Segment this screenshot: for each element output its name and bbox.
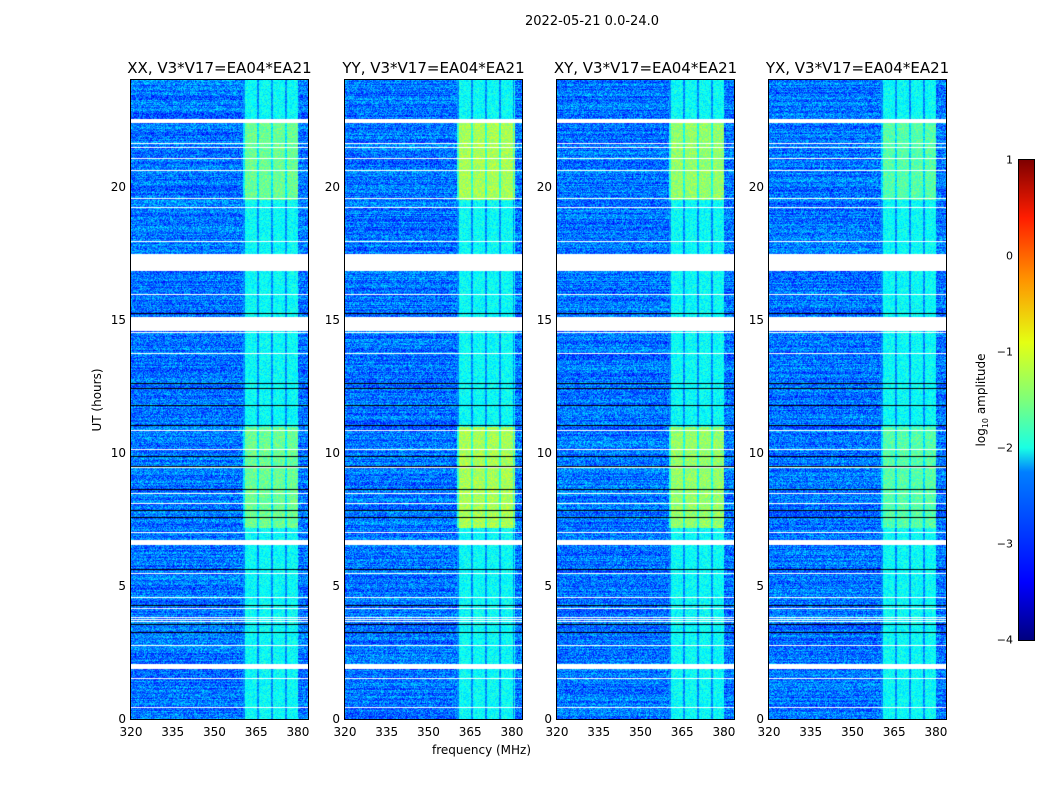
- heatmap-canvas: [345, 80, 522, 719]
- y-tick-label: 15: [536, 312, 552, 327]
- y-tick-label: 15: [110, 312, 126, 327]
- y-tick-label: 15: [324, 312, 340, 327]
- y-tick-label: 5: [756, 578, 764, 593]
- x-tick-label: 335: [161, 725, 185, 739]
- x-tick-label: 335: [799, 725, 823, 739]
- y-tick-label: 20: [748, 179, 764, 194]
- panel-title: YX, V3*V17=EA04*EA21: [765, 59, 950, 77]
- y-tick-label: 0: [756, 712, 764, 726]
- x-tick-label: 365: [458, 725, 482, 739]
- spectrogram-panel-1: [344, 79, 523, 720]
- y-axis-label: UT (hours): [90, 368, 104, 432]
- y-tick-label: 5: [544, 578, 552, 593]
- x-tick-label: 335: [375, 725, 399, 739]
- panel-title: XX, V3*V17=EA04*EA21: [127, 59, 312, 77]
- colorbar: [1018, 159, 1035, 641]
- colorbar-tick-label: −1: [996, 345, 1013, 359]
- heatmap-canvas: [769, 80, 946, 719]
- x-tick-label: 320: [757, 725, 781, 739]
- y-tick-label: 5: [332, 578, 340, 593]
- y-tick-label: 10: [536, 445, 552, 460]
- colorbar-tick-label: 1: [1006, 153, 1013, 167]
- colorbar-tick-label: −3: [996, 537, 1013, 551]
- x-tick-label: 380: [924, 725, 948, 739]
- figure-title: 2022-05-21 0.0-24.0: [525, 14, 659, 29]
- y-tick-label: 20: [536, 179, 552, 194]
- x-tick-label: 320: [333, 725, 357, 739]
- x-tick-label: 380: [286, 725, 310, 739]
- y-tick-label: 15: [748, 312, 764, 327]
- y-tick-label: 20: [324, 179, 340, 194]
- x-tick-label: 350: [841, 725, 864, 739]
- x-tick-label: 380: [500, 725, 524, 739]
- colorbar-label: log10 amplitude: [973, 353, 991, 447]
- spectrogram-panel-0: [130, 79, 309, 720]
- y-tick-label: 5: [118, 578, 126, 593]
- x-tick-label: 350: [417, 725, 440, 739]
- y-tick-label: 0: [332, 712, 340, 726]
- y-tick-label: 10: [748, 445, 764, 460]
- x-tick-label: 365: [244, 725, 268, 739]
- x-tick-label: 335: [587, 725, 611, 739]
- x-tick-label: 365: [670, 725, 694, 739]
- y-tick-label: 10: [110, 445, 126, 460]
- heatmap-canvas: [557, 80, 734, 719]
- x-axis-label: frequency (MHz): [432, 743, 532, 757]
- y-tick-label: 20: [110, 179, 126, 194]
- y-tick-label: 10: [324, 445, 340, 460]
- colorbar-tick-label: −2: [996, 441, 1013, 455]
- x-tick-label: 350: [629, 725, 652, 739]
- x-tick-label: 365: [882, 725, 906, 739]
- panel-title: YY, V3*V17=EA04*EA21: [342, 59, 525, 77]
- colorbar-tick-label: 0: [1006, 249, 1013, 263]
- y-tick-label: 0: [118, 712, 126, 726]
- x-tick-label: 320: [545, 725, 569, 739]
- colorbar-tick-label: −4: [996, 633, 1013, 647]
- panel-title: XY, V3*V17=EA04*EA21: [553, 59, 738, 77]
- x-tick-label: 350: [203, 725, 226, 739]
- spectrogram-panel-3: [768, 79, 947, 720]
- x-tick-label: 320: [119, 725, 143, 739]
- heatmap-canvas: [131, 80, 308, 719]
- y-tick-label: 0: [544, 712, 552, 726]
- spectrogram-panel-2: [556, 79, 735, 720]
- x-tick-label: 380: [712, 725, 736, 739]
